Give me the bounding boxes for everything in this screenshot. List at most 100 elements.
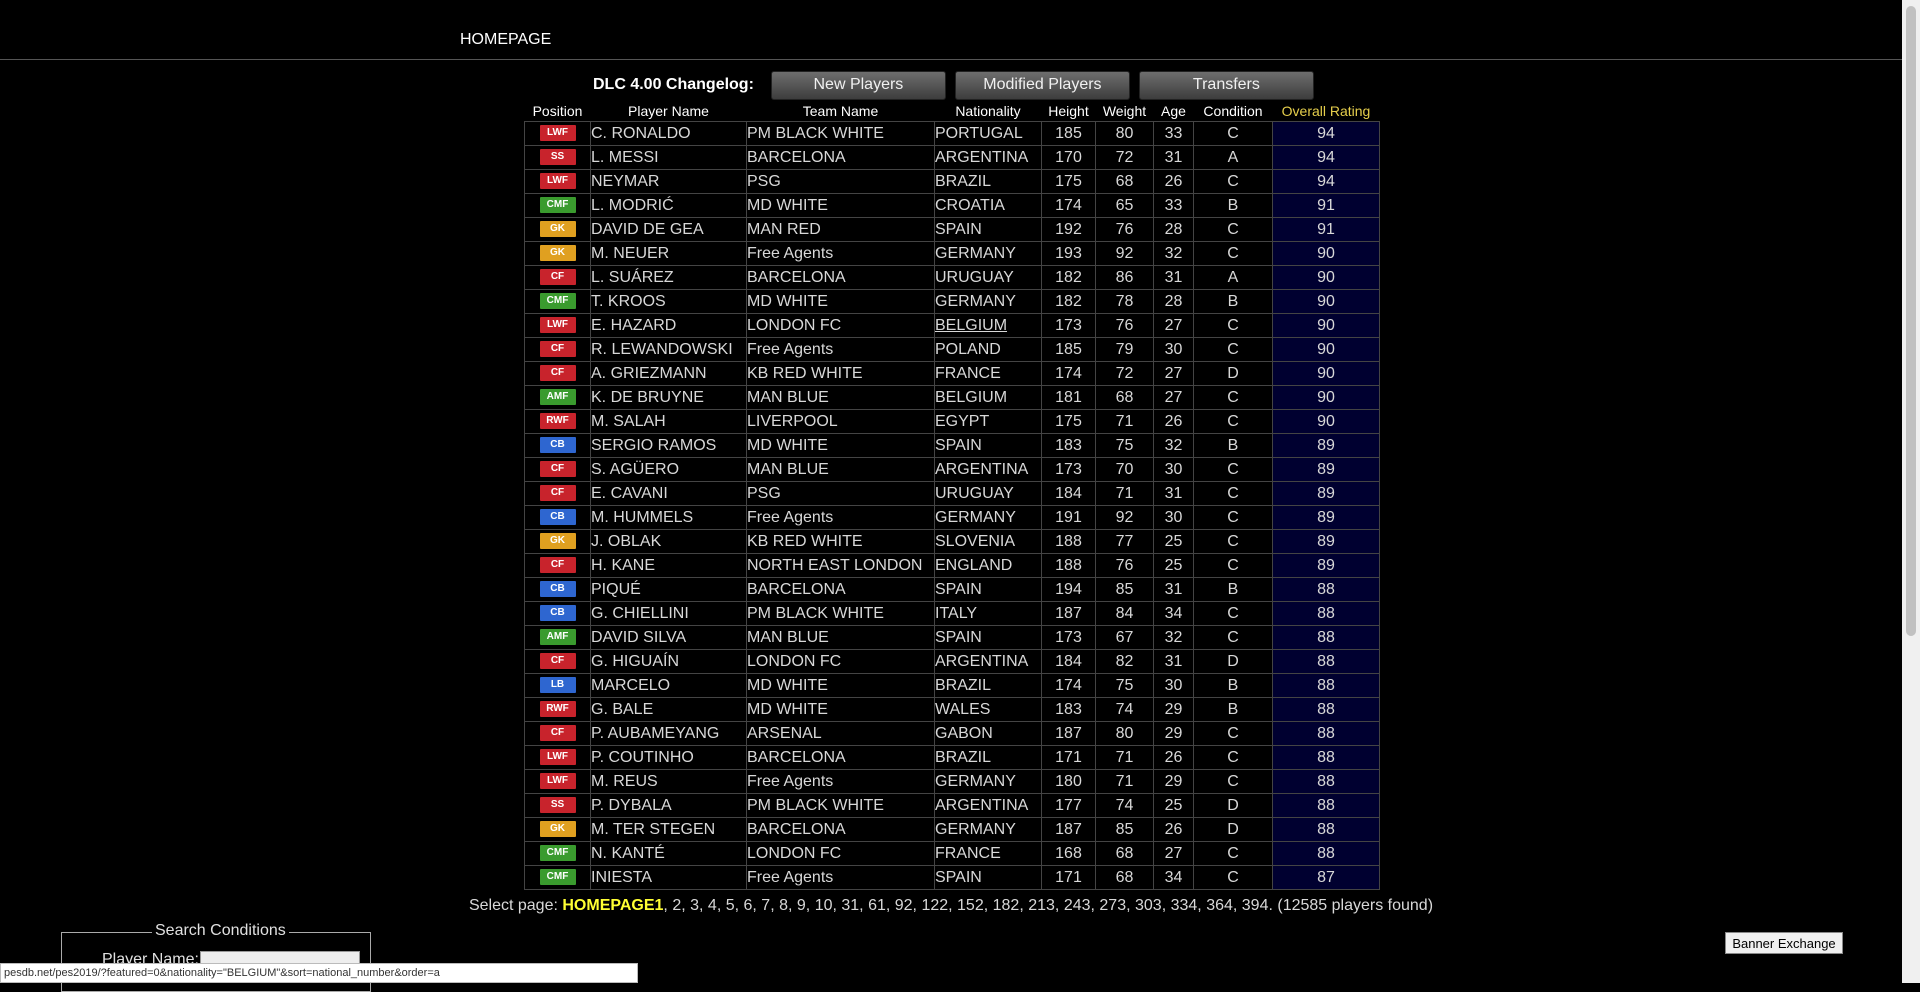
page-link[interactable]: 303 (1135, 897, 1162, 914)
cell-team-name[interactable]: MAN BLUE (746, 625, 935, 650)
cell-nationality[interactable]: CROATIA (934, 193, 1042, 218)
cell-player-name[interactable]: MARCELO (590, 673, 747, 698)
cell-team-name[interactable]: LIVERPOOL (746, 409, 935, 434)
header-nationality[interactable]: Nationality (955, 103, 1021, 119)
header-position[interactable]: Position (532, 103, 583, 119)
cell-team-name[interactable]: BARCELONA (746, 265, 935, 290)
cell-team-name[interactable]: PSG (746, 169, 935, 194)
cell-team-name[interactable]: Free Agents (746, 505, 935, 530)
cell-team-name[interactable]: KB RED WHITE (746, 529, 935, 554)
cell-player-name[interactable]: M. HUMMELS (590, 505, 747, 530)
page-link[interactable]: 31 (841, 897, 860, 914)
cell-team-name[interactable]: LONDON FC (746, 841, 935, 866)
cell-team-name[interactable]: KB RED WHITE (746, 361, 935, 386)
cell-player-name[interactable]: NEYMAR (590, 169, 747, 194)
cell-player-name[interactable]: SERGIO RAMOS (590, 433, 747, 458)
cell-nationality[interactable]: GABON (934, 721, 1042, 746)
cell-team-name[interactable]: PM BLACK WHITE (746, 121, 935, 146)
cell-team-name[interactable]: Free Agents (746, 865, 935, 890)
cell-team-name[interactable]: BARCELONA (746, 145, 935, 170)
cell-player-name[interactable]: E. HAZARD (590, 313, 747, 338)
page-link[interactable]: 213 (1028, 897, 1055, 914)
cell-player-name[interactable]: M. TER STEGEN (590, 817, 747, 842)
cell-team-name[interactable]: MD WHITE (746, 673, 935, 698)
cell-player-name[interactable]: G. HIGUAÍN (590, 649, 747, 674)
cell-team-name[interactable]: MAN BLUE (746, 385, 935, 410)
cell-team-name[interactable]: ARSENAL (746, 721, 935, 746)
cell-team-name[interactable]: PM BLACK WHITE (746, 601, 935, 626)
page-link[interactable]: 122 (921, 897, 949, 914)
cell-team-name[interactable]: BARCELONA (746, 817, 935, 842)
cell-player-name[interactable]: A. GRIEZMANN (590, 361, 747, 386)
cell-player-name[interactable]: G. CHIELLINI (590, 601, 747, 626)
header-height[interactable]: Height (1048, 103, 1089, 119)
cell-player-name[interactable]: L. MESSI (590, 145, 747, 170)
cell-nationality[interactable]: ARGENTINA (934, 793, 1042, 818)
cell-nationality[interactable]: GERMANY (934, 817, 1042, 842)
homepage-link[interactable]: HOMEPAGE (460, 31, 552, 48)
cell-player-name[interactable]: P. DYBALA (590, 793, 747, 818)
new-players-button[interactable]: New Players (770, 70, 946, 100)
cell-nationality[interactable]: ENGLAND (934, 553, 1042, 578)
cell-nationality[interactable]: GERMANY (934, 289, 1042, 314)
cell-player-name[interactable]: M. SALAH (590, 409, 747, 434)
page-link[interactable]: 6 (743, 897, 753, 914)
cell-team-name[interactable]: PM BLACK WHITE (746, 793, 935, 818)
cell-team-name[interactable]: MD WHITE (746, 289, 935, 314)
header-overall-rating[interactable]: Overall Rating (1281, 103, 1371, 119)
cell-nationality[interactable]: WALES (934, 697, 1042, 722)
cell-player-name[interactable]: M. REUS (590, 769, 747, 794)
page-link[interactable]: 394 (1241, 897, 1269, 914)
page-link[interactable]: 2 (672, 897, 682, 914)
cell-team-name[interactable]: NORTH EAST LONDON (746, 553, 935, 578)
cell-team-name[interactable]: MD WHITE (746, 697, 935, 722)
nationality-link[interactable]: BELGIUM (935, 316, 1008, 334)
cell-nationality[interactable]: ARGENTINA (934, 145, 1042, 170)
cell-player-name[interactable]: M. NEUER (590, 241, 747, 266)
cell-player-name[interactable]: S. AGÜERO (590, 457, 747, 482)
cell-nationality[interactable]: SLOVENIA (934, 529, 1042, 554)
header-condition[interactable]: Condition (1203, 103, 1263, 119)
page-link[interactable]: 243 (1063, 897, 1091, 914)
cell-nationality[interactable]: PORTUGAL (934, 121, 1042, 146)
scrollbar-thumb[interactable] (1906, 6, 1916, 636)
cell-nationality[interactable]: FRANCE (934, 841, 1042, 866)
cell-player-name[interactable]: DAVID DE GEA (590, 217, 747, 242)
cell-team-name[interactable]: MAN BLUE (746, 457, 935, 482)
cell-nationality[interactable]: ARGENTINA (934, 457, 1042, 482)
cell-team-name[interactable]: LONDON FC (746, 649, 935, 674)
cell-nationality[interactable]: FRANCE (934, 361, 1042, 386)
cell-nationality[interactable]: BELGIUM (934, 313, 1042, 338)
cell-nationality[interactable]: GERMANY (934, 769, 1042, 794)
page-link[interactable]: 61 (868, 897, 886, 914)
cell-nationality[interactable]: BELGIUM (934, 385, 1042, 410)
cell-player-name[interactable]: G. BALE (590, 697, 747, 722)
cell-team-name[interactable]: LONDON FC (746, 313, 935, 338)
page-link[interactable]: 10 (814, 897, 833, 914)
cell-nationality[interactable]: GERMANY (934, 241, 1042, 266)
cell-nationality[interactable]: BRAZIL (934, 745, 1042, 770)
cell-team-name[interactable]: MD WHITE (746, 433, 935, 458)
header-age[interactable]: Age (1161, 103, 1186, 119)
page-link[interactable]: 3 (690, 897, 700, 914)
cell-team-name[interactable]: MAN RED (746, 217, 935, 242)
cell-player-name[interactable]: L. MODRIĆ (590, 193, 747, 218)
page-link[interactable]: 182 (992, 897, 1020, 914)
cell-team-name[interactable]: Free Agents (746, 337, 935, 362)
cell-team-name[interactable]: Free Agents (746, 769, 935, 794)
cell-nationality[interactable]: ARGENTINA (934, 649, 1042, 674)
cell-nationality[interactable]: SPAIN (934, 625, 1042, 650)
cell-team-name[interactable]: BARCELONA (746, 577, 935, 602)
cell-player-name[interactable]: E. CAVANI (590, 481, 747, 506)
cell-nationality[interactable]: URUGUAY (934, 481, 1042, 506)
modified-players-button[interactable]: Modified Players (954, 70, 1130, 100)
cell-nationality[interactable]: SPAIN (934, 217, 1042, 242)
cell-team-name[interactable]: PSG (746, 481, 935, 506)
cell-player-name[interactable]: INIESTA (590, 865, 747, 890)
page-link[interactable]: 152 (957, 897, 984, 914)
cell-nationality[interactable]: BRAZIL (934, 673, 1042, 698)
cell-nationality[interactable]: SPAIN (934, 577, 1042, 602)
banner-exchange-button[interactable]: Banner Exchange (1725, 932, 1843, 954)
cell-player-name[interactable]: P. AUBAMEYANG (590, 721, 747, 746)
cell-nationality[interactable]: SPAIN (934, 865, 1042, 890)
